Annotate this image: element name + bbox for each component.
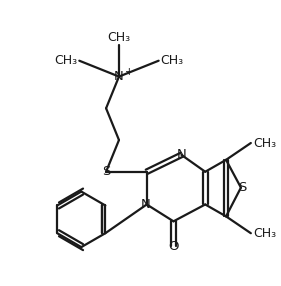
Text: CH₃: CH₃ bbox=[253, 227, 276, 240]
Text: O: O bbox=[168, 240, 179, 253]
Text: CH₃: CH₃ bbox=[107, 31, 131, 44]
Text: +: + bbox=[125, 67, 133, 77]
Text: S: S bbox=[238, 181, 246, 194]
Text: N: N bbox=[141, 198, 151, 211]
Text: CH₃: CH₃ bbox=[54, 54, 77, 67]
Text: N: N bbox=[176, 148, 186, 161]
Text: CH₃: CH₃ bbox=[253, 136, 276, 150]
Text: N: N bbox=[114, 70, 124, 83]
Text: S: S bbox=[102, 165, 110, 178]
Text: CH₃: CH₃ bbox=[161, 54, 184, 67]
